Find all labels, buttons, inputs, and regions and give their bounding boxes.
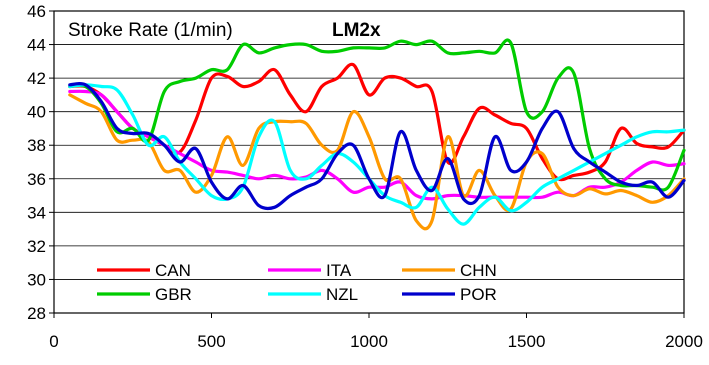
x-tick-label: 500 bbox=[197, 332, 225, 351]
y-tick-label: 34 bbox=[27, 203, 46, 222]
legend: CAN ITA CHN GBR NZL POR bbox=[97, 261, 497, 304]
series-lines bbox=[68, 38, 686, 231]
legend-label-can: CAN bbox=[155, 261, 191, 280]
series-line-por bbox=[68, 81, 686, 211]
y-tick-label: 30 bbox=[27, 270, 46, 289]
series-line-nzl bbox=[68, 83, 686, 226]
y-tick-label: 36 bbox=[27, 170, 46, 189]
y-tick-label: 44 bbox=[27, 36, 46, 55]
y-tick-label: 32 bbox=[27, 237, 46, 256]
gridlines bbox=[54, 44, 684, 280]
chart-title: Stroke Rate (1/min) bbox=[68, 20, 233, 41]
x-tick-label: 0 bbox=[49, 332, 58, 351]
x-tick-label: 1500 bbox=[508, 332, 546, 351]
y-tick-label: 46 bbox=[27, 2, 46, 21]
chart-subtitle: LM2x bbox=[332, 20, 381, 41]
axes: 28 30 32 34 36 38 40 42 44 46 0 500 1000 1500 2000 bbox=[27, 2, 703, 351]
legend-label-chn: CHN bbox=[460, 261, 497, 280]
y-tick-label: 42 bbox=[27, 69, 46, 88]
y-tick-label: 28 bbox=[27, 304, 46, 323]
series-line-gbr bbox=[68, 38, 686, 192]
x-tick-label: 1000 bbox=[350, 332, 388, 351]
y-tick-label: 38 bbox=[27, 136, 46, 155]
legend-label-ita: ITA bbox=[326, 261, 352, 280]
series-line-chn bbox=[68, 93, 686, 231]
legend-label-gbr: GBR bbox=[155, 285, 192, 304]
legend-label-nzl: NZL bbox=[326, 285, 358, 304]
x-tick-label: 2000 bbox=[665, 332, 703, 351]
y-tick-label: 40 bbox=[27, 103, 46, 122]
legend-label-por: POR bbox=[460, 285, 497, 304]
